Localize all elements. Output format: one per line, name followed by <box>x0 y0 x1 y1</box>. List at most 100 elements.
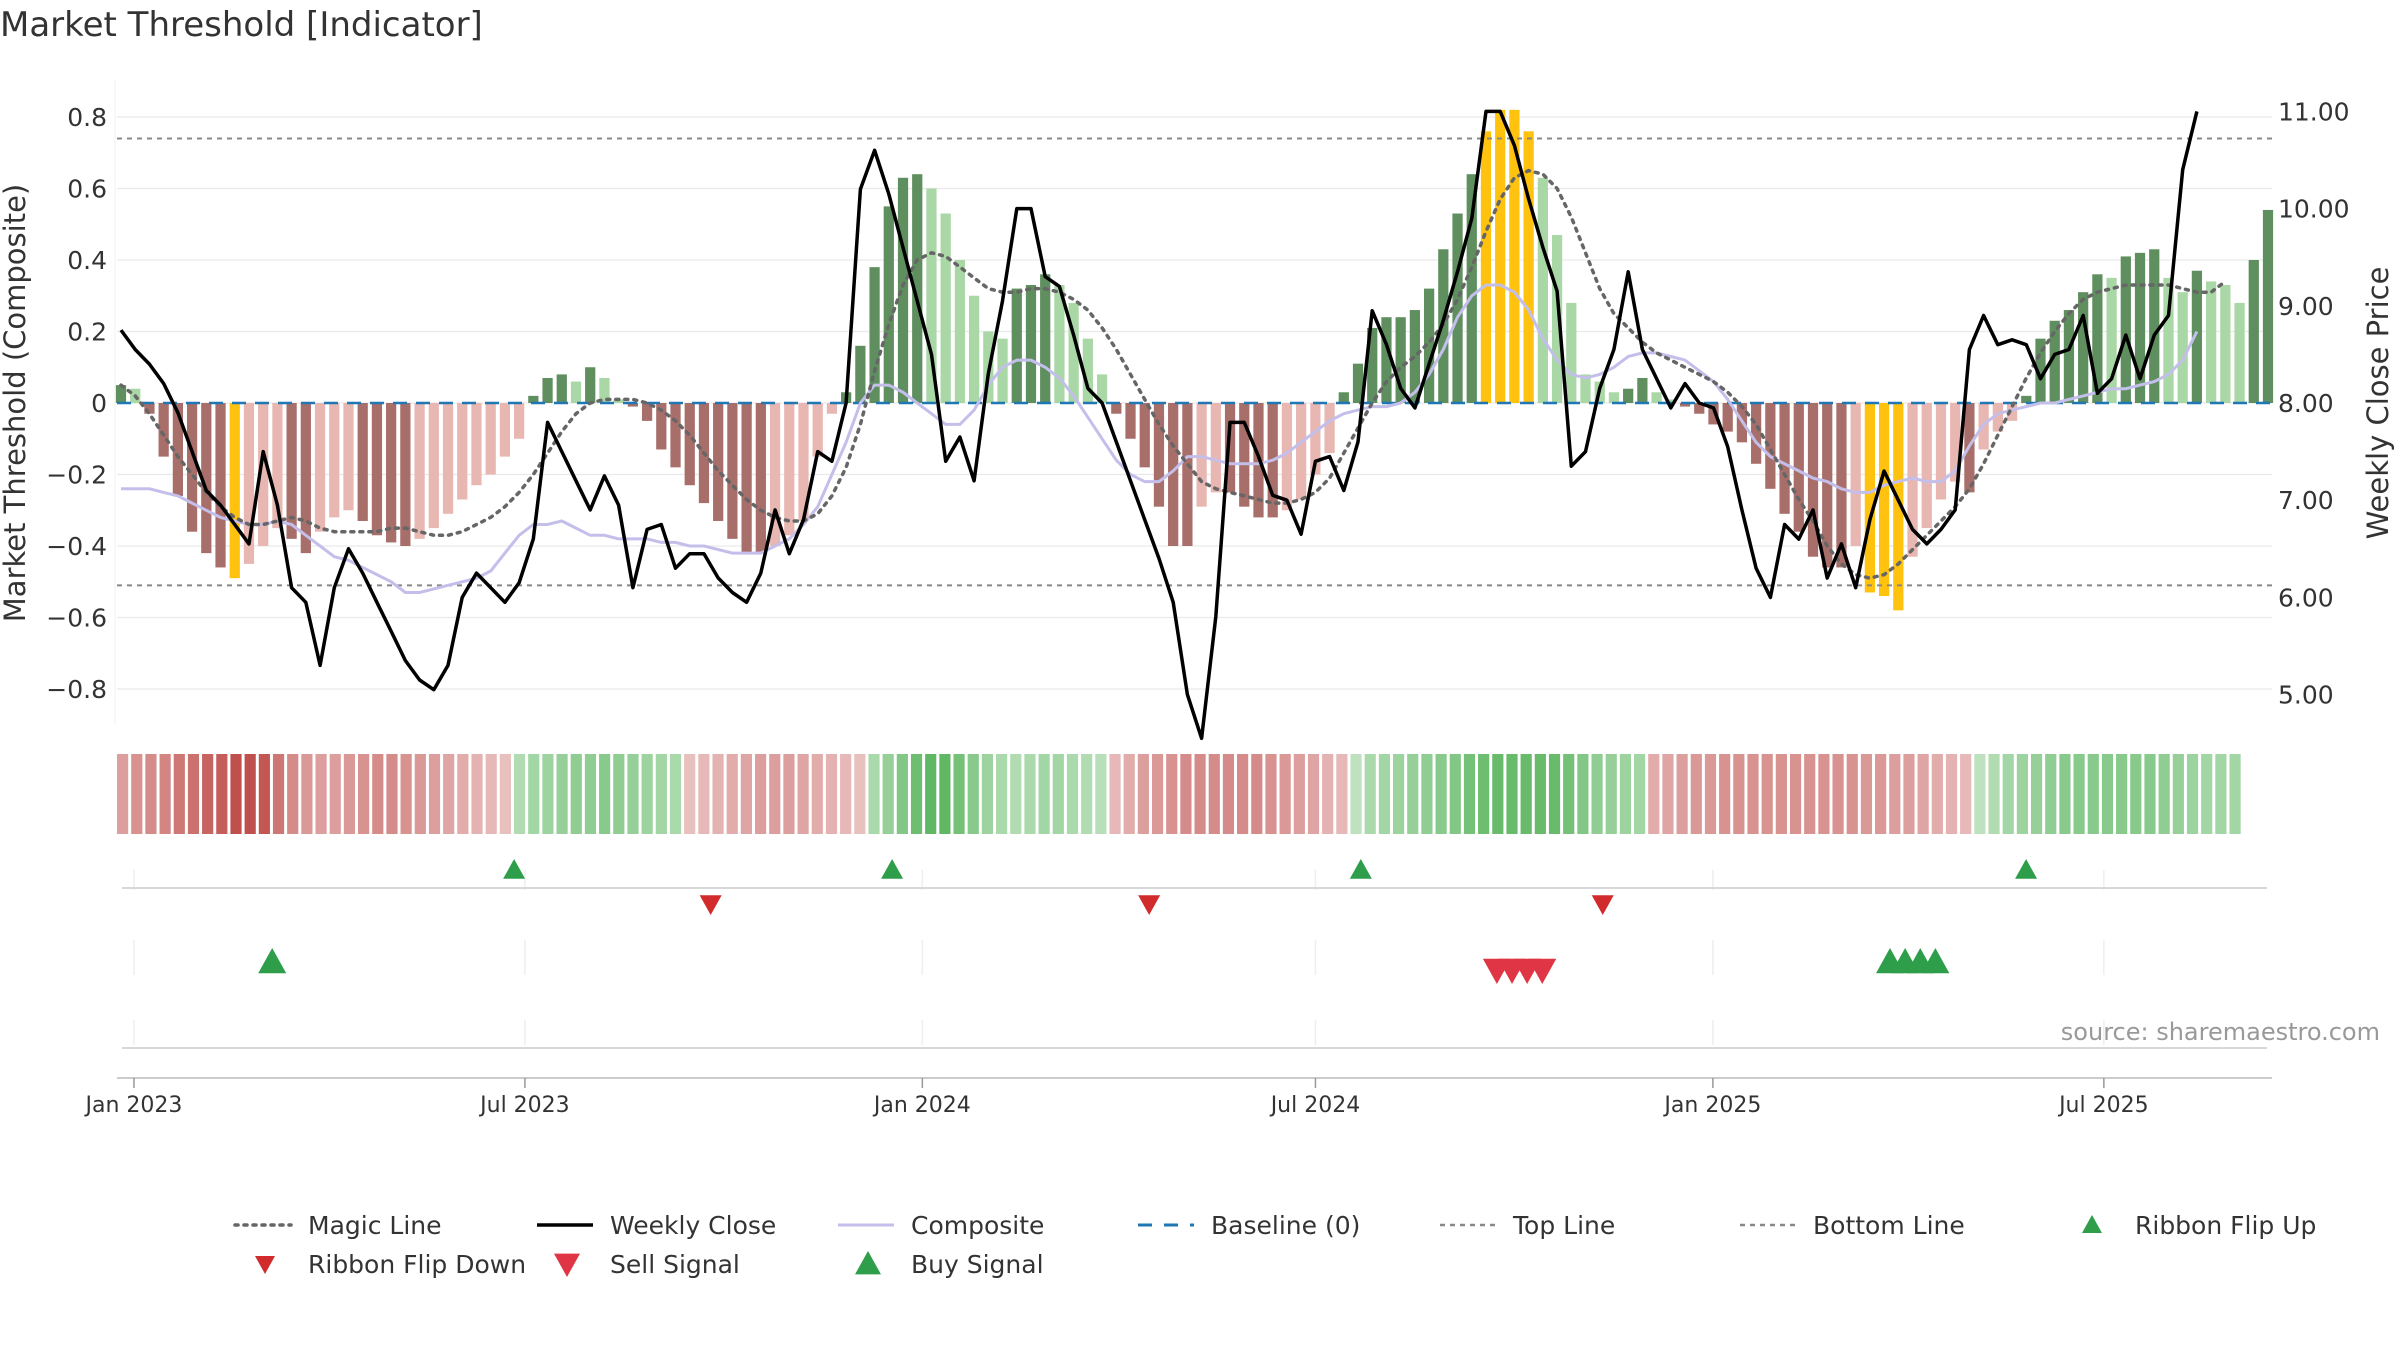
ribbon-cell <box>1392 754 1405 834</box>
ribbon-cell <box>910 754 923 834</box>
ribbon-flip-down-marker <box>699 895 722 915</box>
composite-bar <box>755 403 766 554</box>
composite-bar <box>812 403 823 457</box>
composite-bar <box>997 338 1008 403</box>
composite-bar <box>186 403 198 532</box>
chart-title: Market Threshold [Indicator] <box>0 5 483 45</box>
ribbon-flip-up-marker <box>503 859 526 879</box>
composite-bars <box>115 109 2274 611</box>
ribbon-cell <box>1478 754 1490 834</box>
composite-bar <box>229 403 240 579</box>
ribbon-cell <box>1222 754 1235 834</box>
composite-bar <box>713 403 724 521</box>
composite-bar <box>457 403 468 500</box>
ribbon-cell <box>173 754 185 834</box>
ribbon-cell <box>2073 754 2085 834</box>
composite-bar <box>514 403 525 439</box>
composite-bar <box>1694 403 1705 414</box>
composite-bar <box>1480 131 1492 404</box>
ribbon-cell <box>896 754 908 834</box>
legend-swatch <box>554 1253 580 1277</box>
composite-bar <box>1509 109 1520 403</box>
ribbon-cell <box>1520 754 1532 834</box>
composite-bar <box>1324 403 1335 454</box>
composite-bar <box>1708 403 1719 425</box>
composite-bar <box>1224 403 1236 493</box>
composite-bar <box>343 403 354 511</box>
ribbon-cell <box>258 754 270 834</box>
composite-bar <box>1395 317 1406 403</box>
ribbon-cell <box>457 754 469 834</box>
y-tick-label-left: 0.8 <box>67 103 107 132</box>
ribbon-cell <box>202 754 214 834</box>
ribbon-cell <box>1506 754 1518 834</box>
ribbon-cell <box>1804 754 1816 834</box>
legend-label: Baseline (0) <box>1211 1211 1360 1240</box>
ribbon-cell <box>159 754 171 834</box>
composite-bar <box>1623 388 1634 403</box>
legend-item: Composite <box>838 1211 1044 1240</box>
ribbon-cell <box>1563 754 1575 834</box>
composite-bar <box>172 403 183 496</box>
legend-swatch <box>2082 1215 2102 1233</box>
reference-lines <box>117 137 2272 587</box>
ribbon-flip-up-marker <box>2015 859 2038 879</box>
ribbon-cell <box>372 754 384 834</box>
ribbon-cell <box>797 754 809 834</box>
y-axis-label-right: Weekly Close Price <box>2361 267 2395 540</box>
composite-bar <box>2035 338 2046 403</box>
ribbon-cell <box>1350 754 1362 834</box>
ribbon-cell <box>1095 754 1107 834</box>
composite-bar <box>357 403 368 521</box>
ribbon-cell <box>1449 754 1461 834</box>
composite-bar <box>1466 174 1477 403</box>
composite-bar <box>613 399 624 403</box>
composite-bar <box>1566 302 1577 403</box>
y-tick-label-right: 11.00 <box>2278 97 2350 126</box>
legend-item: Top Line <box>1440 1211 1615 1240</box>
composite-bar <box>1139 403 1150 468</box>
composite-bar <box>1082 338 1093 403</box>
ribbon-cell <box>1279 754 1291 834</box>
composite-bar <box>1310 403 1321 475</box>
composite-bar <box>1096 374 1108 403</box>
magic-line <box>119 168 2228 581</box>
ribbon-cell <box>698 754 710 834</box>
ribbon-cell <box>1704 754 1717 834</box>
ribbon-cell <box>1789 754 1802 834</box>
composite-bar <box>201 403 212 554</box>
composite-bar <box>2177 292 2188 403</box>
y-tick-label-right: 6.00 <box>2278 583 2334 612</box>
composite-bar <box>1054 285 1065 403</box>
composite-bar <box>1537 177 1548 403</box>
composite-bar <box>1025 285 1037 403</box>
ribbon-cell <box>428 754 441 834</box>
ribbon-cell <box>1619 754 1632 834</box>
composite-bar <box>1651 392 1662 403</box>
ribbon-cell <box>1137 754 1149 834</box>
ribbon-cell <box>2059 754 2071 834</box>
ribbon-cell <box>216 754 228 834</box>
composite-bar <box>428 403 439 529</box>
ribbon-cell <box>1364 754 1376 834</box>
legend-label: Bottom Line <box>1813 1211 1965 1240</box>
composite-bar <box>2106 277 2117 403</box>
ribbon-cell <box>981 754 994 834</box>
composite-bar <box>741 403 752 554</box>
ribbon-cell <box>485 754 497 834</box>
composite-bar <box>2078 292 2089 403</box>
composite-bar <box>258 403 269 546</box>
composite-bar <box>1381 317 1392 403</box>
composite-bar <box>2234 302 2245 403</box>
ribbon-cell <box>1066 754 1079 834</box>
ribbon-cell <box>513 754 526 834</box>
composite-bar <box>1338 392 1349 403</box>
legend-label: Ribbon Flip Down <box>308 1250 526 1279</box>
composite-bar <box>1751 403 1762 464</box>
ribbon-cell <box>953 754 965 834</box>
ribbon-cell <box>1945 754 1958 834</box>
legend-label: Top Line <box>1512 1211 1615 1240</box>
legend-item: Ribbon Flip Down <box>255 1250 526 1279</box>
ribbon-cell <box>627 754 639 834</box>
